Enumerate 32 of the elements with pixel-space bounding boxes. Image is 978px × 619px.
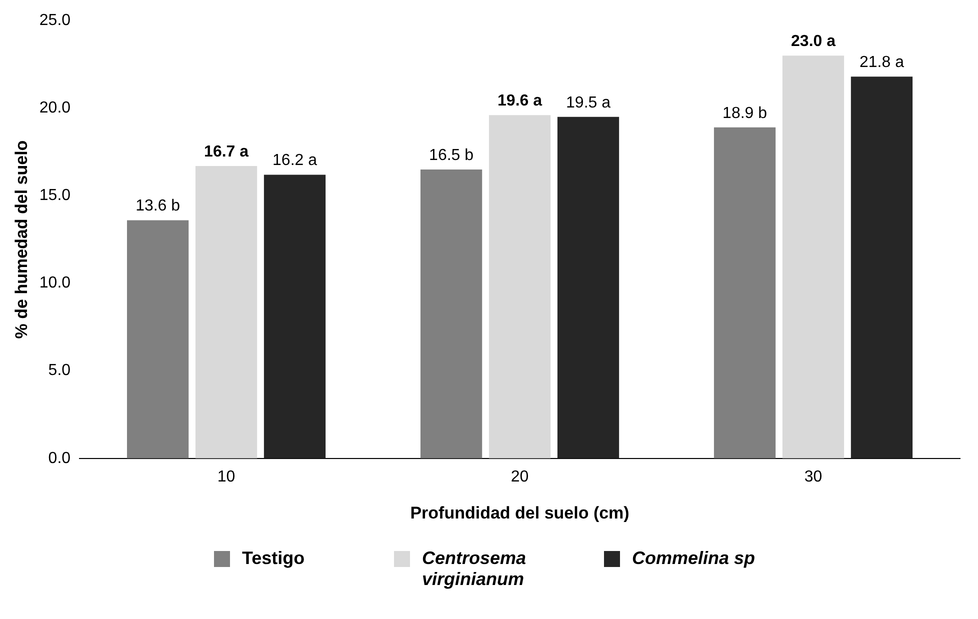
- bar: [782, 56, 844, 458]
- bar: [714, 127, 776, 458]
- y-tick-label: 15.0: [39, 187, 71, 204]
- data-label: 16.2 a: [272, 152, 318, 170]
- bar: [195, 166, 258, 458]
- bar: [850, 76, 913, 458]
- bar: [126, 220, 189, 458]
- x-tick-label: 30: [804, 468, 822, 486]
- legend-label: Centrosema virginianum: [422, 548, 528, 590]
- y-tick-label: 5.0: [48, 362, 71, 380]
- legend-label: Testigo: [242, 548, 305, 569]
- data-label: 13.6 b: [136, 198, 180, 215]
- bar: [488, 115, 551, 458]
- bar: [557, 116, 620, 458]
- data-label: 21.8 a: [859, 54, 904, 72]
- data-label: 19.5 a: [566, 94, 611, 112]
- data-label: 16.5 b: [429, 146, 474, 164]
- data-label: 19.6 a: [498, 92, 542, 110]
- y-tick-label: 25.0: [39, 12, 71, 30]
- y-axis-title: % de humedad del suelo: [12, 140, 31, 339]
- data-label: 18.9 b: [722, 104, 768, 122]
- x-axis-title: Profundidad del suelo (cm): [410, 503, 630, 522]
- data-label: 23.0 a: [791, 33, 836, 50]
- data-label: 16.7 a: [204, 143, 249, 160]
- legend-label: Commelina sp: [632, 548, 756, 569]
- y-tick-label: 10.0: [39, 274, 71, 292]
- y-tick-label: 20.0: [39, 100, 71, 117]
- bar: [264, 174, 326, 458]
- x-tick-label: 10: [217, 468, 236, 486]
- y-tick-label: 0.0: [48, 450, 71, 467]
- x-tick-label: 20: [510, 468, 529, 486]
- bar: [420, 169, 482, 458]
